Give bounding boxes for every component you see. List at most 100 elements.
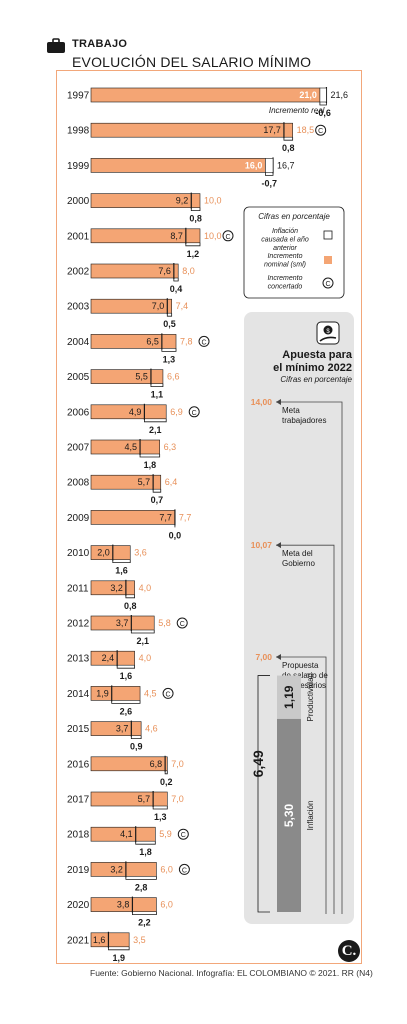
real-increase-label: 1,3 <box>163 354 176 364</box>
coin-icon <box>323 325 333 335</box>
real-increase-label: 0,8 <box>124 601 137 611</box>
real-bracket <box>130 735 142 739</box>
nominal-bar <box>90 87 321 103</box>
real-bracket <box>111 700 141 704</box>
real-bracket <box>152 806 168 810</box>
level-caption: de salario de <box>282 671 328 680</box>
year-label: 2005 <box>67 372 90 383</box>
concertado-icon-letter: C <box>225 234 230 241</box>
nominal-label: 6,0 <box>160 900 173 910</box>
nominal-label: 6,9 <box>170 407 183 417</box>
nominal-label: 4,0 <box>139 583 152 593</box>
real-bracket <box>173 278 179 282</box>
year-label: 2008 <box>67 478 90 489</box>
nominal-bar <box>90 826 156 842</box>
level-arrow <box>276 654 281 660</box>
page-title: EVOLUCIÓN DEL SALARIO MÍNIMO <box>72 54 312 70</box>
nominal-bar <box>90 545 131 560</box>
real-bracket <box>144 418 167 423</box>
real-bracket <box>319 102 327 106</box>
nominal-label: 7,0 <box>171 759 184 769</box>
concertado-icon <box>222 230 234 242</box>
real-increase-label: 1,2 <box>187 249 200 259</box>
total-value: 6,49 <box>250 750 266 777</box>
nominal-bar <box>90 791 168 807</box>
real-increase-label: 0,2 <box>160 777 173 787</box>
nominal-bar <box>90 404 167 420</box>
year-label: 2007 <box>67 443 90 454</box>
level-line <box>276 656 327 914</box>
real-bracket <box>265 172 274 176</box>
panel-title: Apuesta para <box>282 349 353 361</box>
nominal-bar <box>90 263 179 279</box>
concertado-icon <box>176 617 188 629</box>
nominal-bar <box>90 369 164 384</box>
real-bracket <box>116 665 135 669</box>
nominal-label: 6,4 <box>165 477 178 487</box>
year-label: 2018 <box>67 830 90 841</box>
concertado-icon-letter: C <box>201 339 206 346</box>
year-label: 2014 <box>67 689 90 700</box>
concertado-icon-letter: C <box>192 410 197 417</box>
level-caption: Gobierno <box>282 559 315 568</box>
concertado-icon-letter: C <box>180 621 185 628</box>
nominal-label: 6,6 <box>167 372 180 382</box>
inflation-label: 6,5 <box>146 336 159 346</box>
level-value: 10,07 <box>251 540 273 550</box>
inflation-label: 21,6 <box>330 90 348 100</box>
real-bracket <box>135 841 156 845</box>
real-bracket <box>139 454 161 458</box>
legend-nominal-text: nominal (sml) <box>264 262 306 269</box>
inflation-label: 9,2 <box>176 196 189 206</box>
nominal-label: 7,7 <box>179 512 192 522</box>
year-label: 2006 <box>67 407 90 418</box>
real-bracket <box>108 946 130 951</box>
year-label: 1998 <box>67 126 90 137</box>
real-increase-label: 0,7 <box>151 495 164 505</box>
nominal-bar <box>90 298 172 314</box>
concertado-icon-letter: C <box>318 128 323 135</box>
concertado-icon <box>188 406 200 418</box>
real-increase-label: 1,1 <box>151 390 164 400</box>
el-colombiano-logo: C. <box>338 940 360 962</box>
real-increase-label: -0,7 <box>261 178 277 188</box>
year-label: 2010 <box>67 548 90 559</box>
real-increase-label: 0,0 <box>169 530 182 540</box>
real-bracket <box>150 383 164 387</box>
real-bracket <box>185 242 201 247</box>
inflation-label: 2,4 <box>102 653 115 663</box>
real-bracket <box>130 630 155 634</box>
legend-agreed-icon-letter: C <box>325 281 330 288</box>
year-label: 2012 <box>67 619 90 630</box>
real-increase-label: 2,6 <box>120 706 133 716</box>
nominal-label: 21,0 <box>299 90 317 100</box>
inflation-label: 3,7 <box>116 618 129 628</box>
inflation-label: 4,5 <box>125 442 138 452</box>
productivity-value: 1,19 <box>282 685 296 709</box>
nominal-label: 8,0 <box>182 266 195 276</box>
hand-icon <box>319 336 337 342</box>
concertado-icon-letter: C <box>166 691 171 698</box>
nominal-bar <box>90 721 142 736</box>
year-label: 2013 <box>67 654 90 665</box>
nominal-label: 7,8 <box>180 336 193 346</box>
nominal-bar <box>90 686 141 701</box>
real-increase-label: 2,8 <box>135 882 148 892</box>
inflation-label: 4,9 <box>129 407 142 417</box>
nominal-bar <box>90 228 201 244</box>
productivity-name: Productividad <box>306 673 315 721</box>
source-note: Fuente: Gobierno Nacional. Infografía: E… <box>90 968 373 978</box>
real-bracket <box>152 489 162 493</box>
real-increase-label: 0,9 <box>130 742 143 752</box>
level-value: 7,00 <box>255 652 272 662</box>
level-caption: trabajadores <box>282 416 326 425</box>
nominal-label: 5,8 <box>158 618 171 628</box>
nominal-bar <box>90 158 266 173</box>
level-caption: Meta del <box>282 549 313 558</box>
real-increase-label: 0,8 <box>189 214 202 224</box>
year-label: 1997 <box>67 91 90 102</box>
year-label: 2017 <box>67 795 90 806</box>
inflation-label: 3,2 <box>110 864 123 874</box>
year-label: 2020 <box>67 900 90 911</box>
